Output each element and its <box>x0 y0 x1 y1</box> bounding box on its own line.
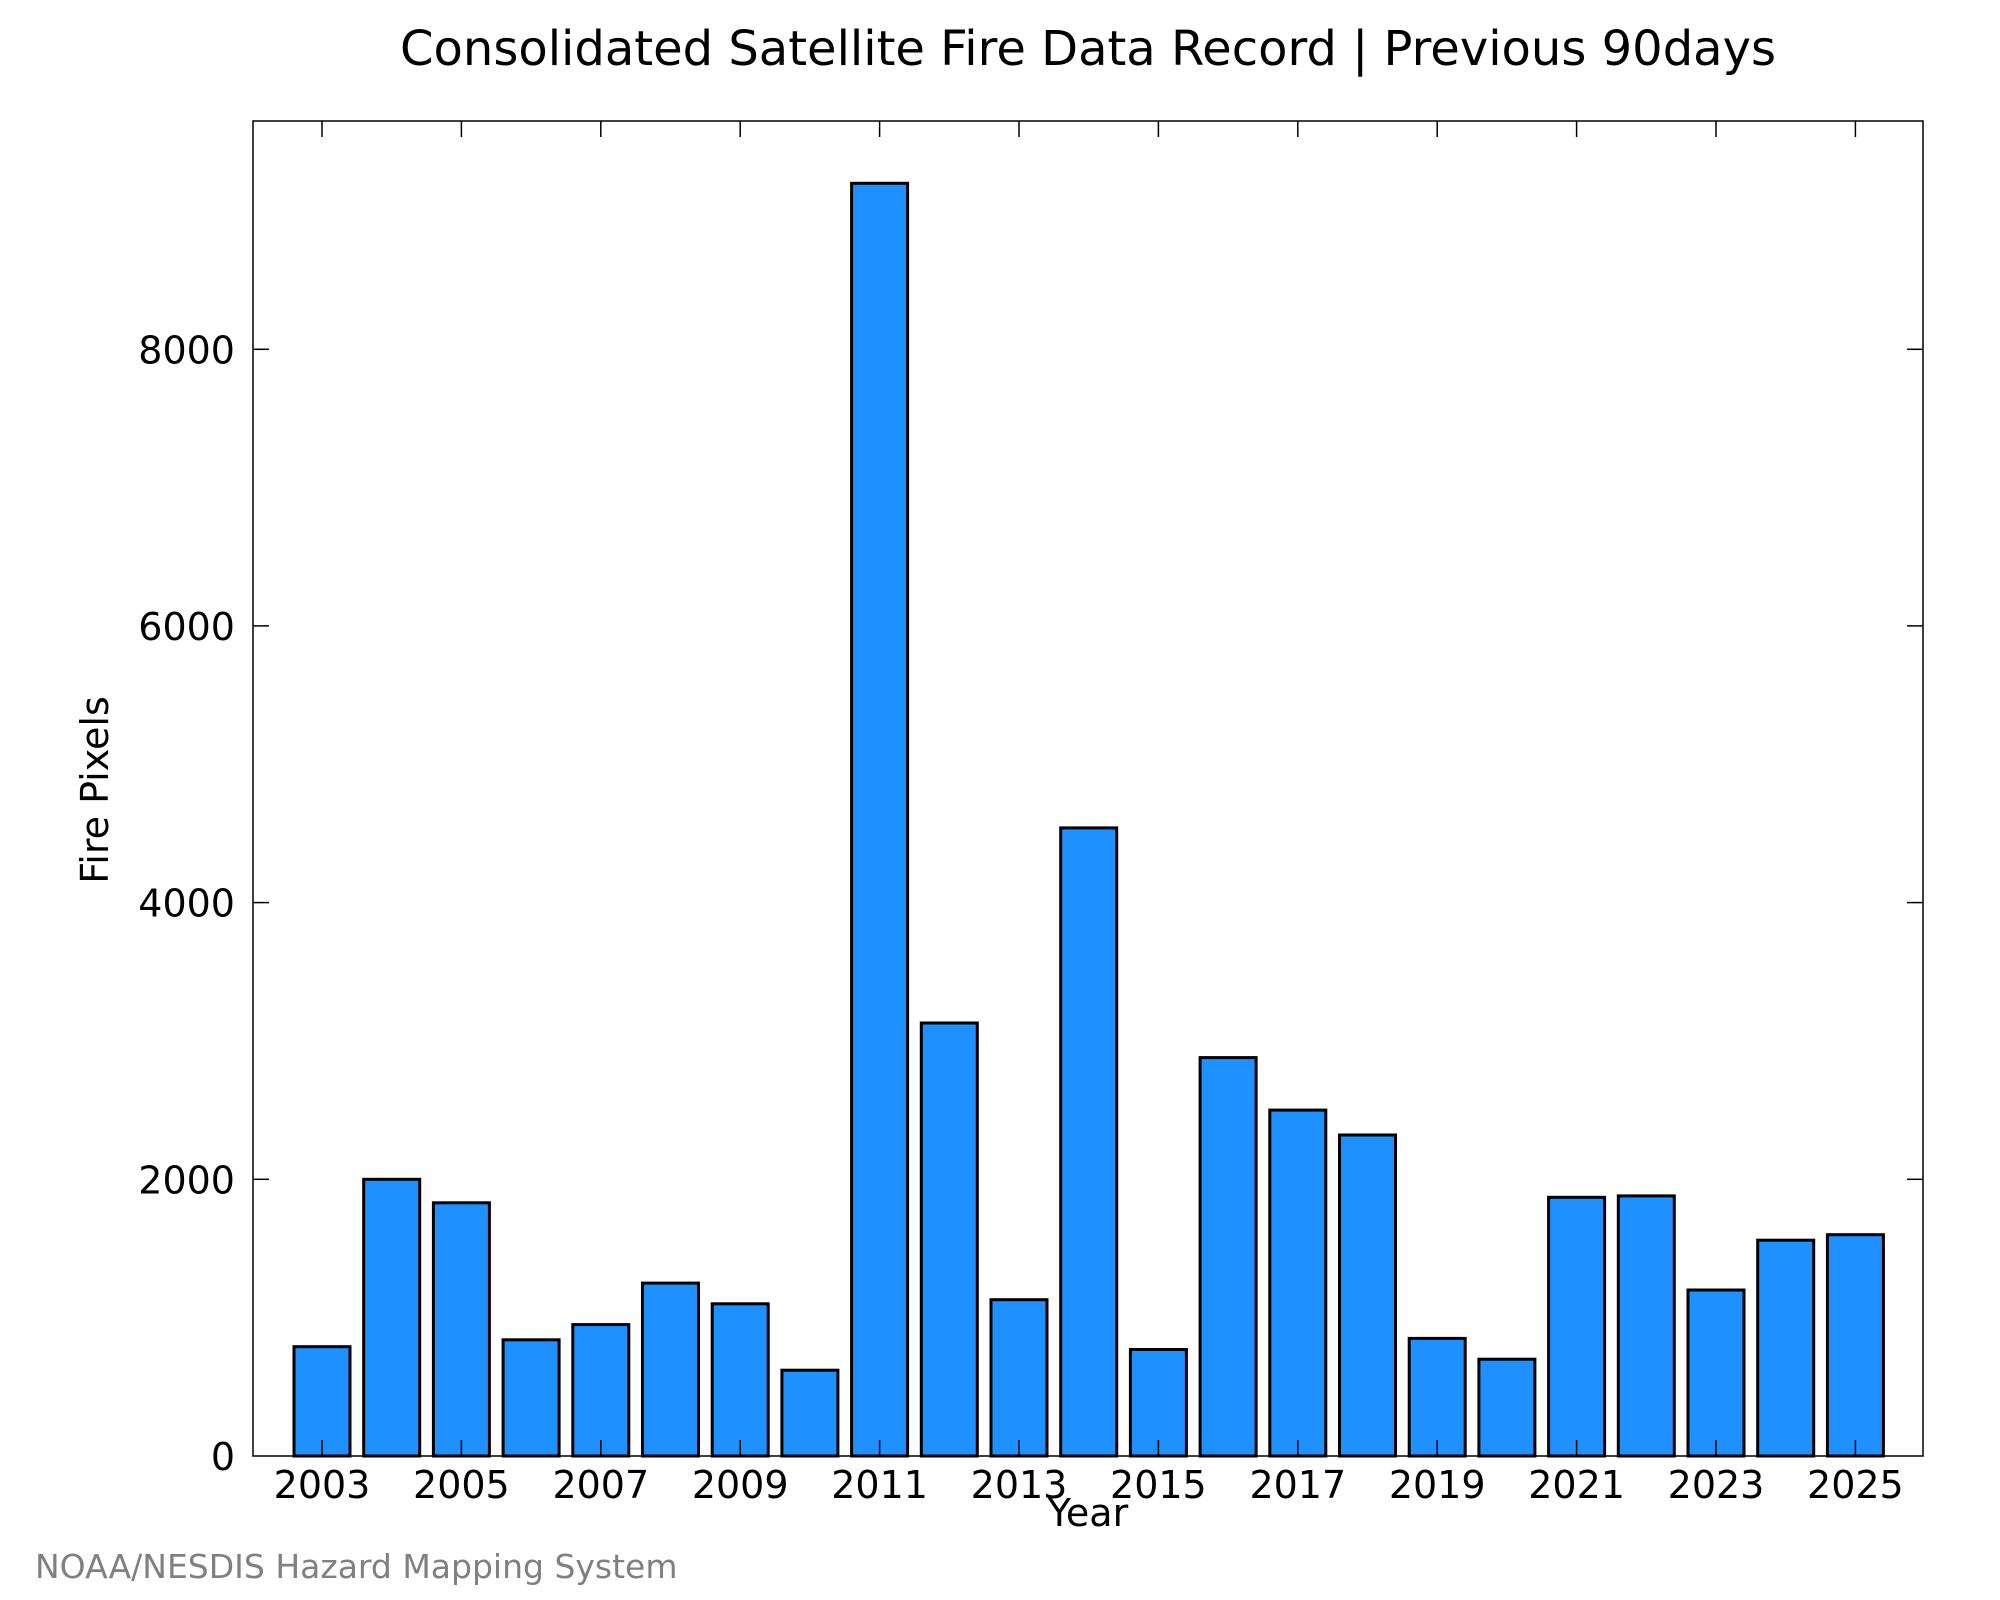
y-axis-label: Fire Pixels <box>73 696 117 884</box>
bar-2017 <box>1268 1108 1328 1458</box>
bar-2009 <box>710 1302 770 1458</box>
bar-2007 <box>571 1323 631 1458</box>
y-tick-label-8000: 8000 <box>138 328 235 372</box>
bar-2011 <box>850 181 910 1458</box>
bar-2023 <box>1686 1288 1746 1458</box>
y-tick-label-0: 0 <box>211 1435 235 1479</box>
x-tick-label-2025: 2025 <box>1807 1463 1904 1507</box>
x-tick-label-2023: 2023 <box>1668 1463 1765 1507</box>
bar-2022 <box>1616 1194 1676 1458</box>
credit-text: NOAA/NESDIS Hazard Mapping System <box>35 1547 678 1586</box>
bar-2020 <box>1477 1357 1537 1458</box>
x-tick-label-2017: 2017 <box>1249 1463 1346 1507</box>
y-tick-label-4000: 4000 <box>138 882 235 926</box>
x-tick-label-2005: 2005 <box>413 1463 510 1507</box>
x-tick-label-2013: 2013 <box>971 1463 1068 1507</box>
bar-2004 <box>362 1177 422 1458</box>
bars <box>292 181 1885 1458</box>
bar-2016 <box>1198 1056 1258 1458</box>
axis-ticks: 0 2000 4000 6000 8000 2003 2005 2007 2009 2011 201… <box>138 121 1923 1507</box>
plot-frame <box>252 120 1924 1457</box>
y-tick-label-6000: 6000 <box>138 605 235 649</box>
bar-2010 <box>780 1368 840 1458</box>
x-tick-label-2019: 2019 <box>1389 1463 1486 1507</box>
chart-title: Consolidated Satellite Fire Data Record … <box>400 21 1776 77</box>
bar-2003 <box>292 1345 352 1458</box>
bar-2013 <box>989 1298 1049 1458</box>
bar-2015 <box>1128 1348 1188 1458</box>
bar-2008 <box>641 1281 700 1458</box>
bar-2025 <box>1825 1233 1885 1458</box>
bar-2019 <box>1407 1336 1467 1458</box>
y-tick-label-2000: 2000 <box>138 1158 235 1202</box>
x-axis-label: Year <box>1047 1491 1129 1535</box>
bar-2021 <box>1547 1195 1607 1458</box>
bar-2018 <box>1338 1133 1397 1458</box>
x-tick-label-2011: 2011 <box>831 1463 928 1507</box>
bar-2006 <box>501 1338 561 1458</box>
x-tick-label-2007: 2007 <box>552 1463 649 1507</box>
x-tick-label-2003: 2003 <box>274 1463 371 1507</box>
x-tick-label-2021: 2021 <box>1528 1463 1625 1507</box>
bar-2014 <box>1059 826 1119 1458</box>
x-tick-label-2015: 2015 <box>1110 1463 1207 1507</box>
bar-2005 <box>431 1201 491 1458</box>
bar-2012 <box>919 1021 979 1458</box>
x-tick-label-2009: 2009 <box>692 1463 789 1507</box>
bar-2024 <box>1756 1238 1816 1458</box>
